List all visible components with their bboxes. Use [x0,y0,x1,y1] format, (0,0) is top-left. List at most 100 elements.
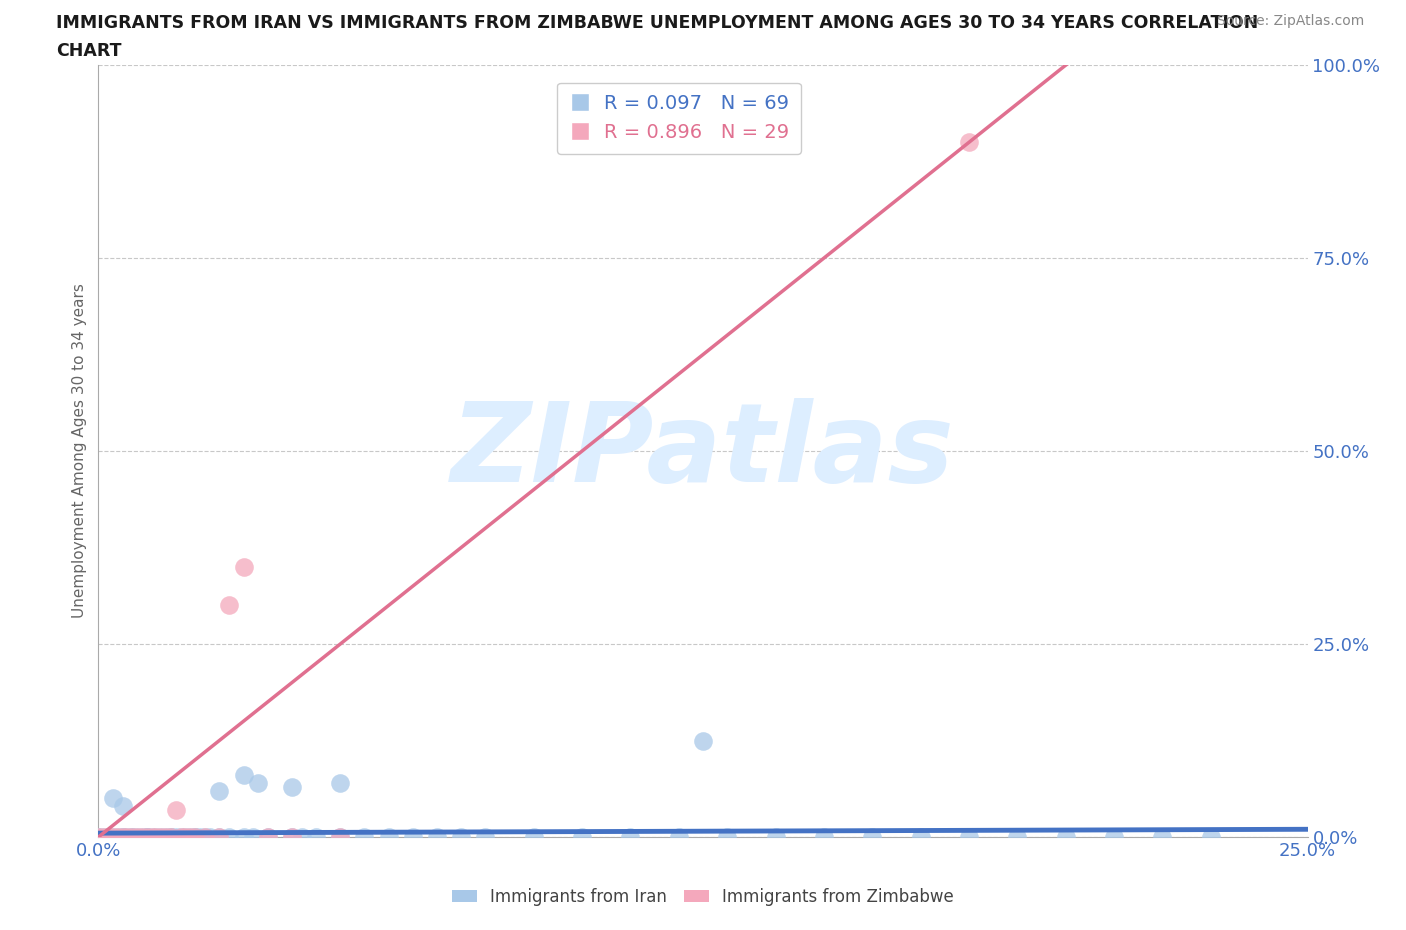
Legend: Immigrants from Iran, Immigrants from Zimbabwe: Immigrants from Iran, Immigrants from Zi… [446,881,960,912]
Point [450,830,472,844]
Point [402,830,425,844]
Point [957,830,980,844]
Point [1007,830,1029,844]
Point [135,830,157,844]
Point [121,830,143,844]
Point [247,776,270,790]
Point [716,830,738,844]
Point [87,830,110,844]
Point [179,830,201,844]
Point [111,830,134,844]
Point [523,830,546,844]
Point [860,830,883,844]
Point [208,830,231,844]
Point [145,830,167,844]
Point [131,830,153,844]
Point [117,830,139,844]
Point [329,830,352,844]
Point [910,830,932,844]
Point [169,830,191,844]
Point [174,830,197,844]
Point [141,830,163,844]
Point [91,830,114,844]
Point [160,830,183,844]
Point [127,830,149,844]
Text: Source: ZipAtlas.com: Source: ZipAtlas.com [1216,14,1364,28]
Point [242,830,264,844]
Point [135,830,157,844]
Point [91,830,114,844]
Point [160,830,183,844]
Point [305,830,328,844]
Point [281,830,304,844]
Point [188,830,211,844]
Point [111,830,134,844]
Point [232,830,254,844]
Point [1102,830,1125,844]
Point [121,830,143,844]
Point [155,830,177,844]
Point [150,830,173,844]
Legend: R = 0.097   N = 69, R = 0.896   N = 29: R = 0.097 N = 69, R = 0.896 N = 29 [557,83,800,153]
Point [165,803,187,817]
Point [208,783,231,798]
Point [232,768,254,783]
Point [97,830,120,844]
Point [329,776,352,790]
Point [135,830,157,844]
Point [169,830,191,844]
Point [1054,830,1077,844]
Point [256,830,278,844]
Point [813,830,835,844]
Point [218,598,240,613]
Point [174,830,197,844]
Point [97,830,120,844]
Point [160,830,183,844]
Point [141,830,163,844]
Point [619,830,641,844]
Point [329,830,352,844]
Text: ZIPatlas: ZIPatlas [451,397,955,505]
Point [184,830,207,844]
Point [571,830,593,844]
Point [377,830,399,844]
Point [101,790,124,805]
Y-axis label: Unemployment Among Ages 30 to 34 years: Unemployment Among Ages 30 to 34 years [72,284,87,618]
Point [256,830,278,844]
Point [107,830,129,844]
Point [232,560,254,575]
Point [155,830,177,844]
Point [692,733,714,748]
Point [194,830,217,844]
Point [1152,830,1174,844]
Point [121,830,143,844]
Text: CHART: CHART [56,42,122,60]
Point [184,830,207,844]
Point [150,830,173,844]
Point [145,830,167,844]
Point [353,830,375,844]
Point [165,830,187,844]
Point [194,830,217,844]
Point [127,830,149,844]
Point [135,830,157,844]
Point [107,830,129,844]
Point [198,830,221,844]
Point [1199,830,1222,844]
Point [101,830,124,844]
Point [87,830,110,844]
Point [131,830,153,844]
Point [111,799,134,814]
Point [668,830,690,844]
Point [87,830,110,844]
Point [184,830,207,844]
Point [218,830,240,844]
Point [179,830,201,844]
Point [281,830,304,844]
Text: IMMIGRANTS FROM IRAN VS IMMIGRANTS FROM ZIMBABWE UNEMPLOYMENT AMONG AGES 30 TO 3: IMMIGRANTS FROM IRAN VS IMMIGRANTS FROM … [56,14,1258,32]
Point [281,779,304,794]
Point [208,830,231,844]
Point [426,830,449,844]
Point [117,830,139,844]
Point [111,830,134,844]
